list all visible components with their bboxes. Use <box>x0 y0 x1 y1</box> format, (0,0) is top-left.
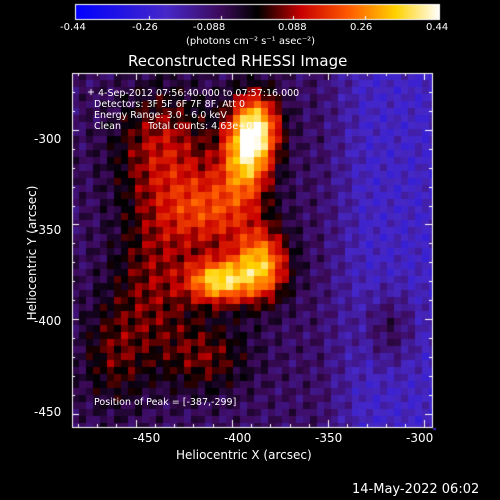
colorbar-tick-label: 0.26 <box>350 22 373 33</box>
colorbar-tick-label: -0.088 <box>193 22 226 33</box>
clean-annotation: Clean <box>94 121 121 132</box>
x-axis-label: Heliocentric X (arcsec) <box>176 448 312 462</box>
colorbar-tick-label: -0.26 <box>132 22 158 33</box>
total-counts-annotation: Total counts: 4.63e+03 <box>148 121 259 132</box>
x-tick-label: -400 <box>224 431 252 445</box>
y-tick-label: -300 <box>34 132 62 146</box>
colorbar-tick-label: 0.088 <box>278 22 307 33</box>
detectors-annotation: Detectors: 3F 5F 6F 7F 8F, Att 0 <box>94 99 246 110</box>
y-tick-label: -450 <box>34 405 62 419</box>
chart-title: Reconstructed RHESSI Image <box>128 52 348 70</box>
y-tick-label: -350 <box>34 223 62 237</box>
energy-range-annotation: Energy Range: 3.0 - 6.0 keV <box>94 110 227 121</box>
colorbar-units: (photons cm⁻² s⁻¹ asec⁻²) <box>186 36 316 47</box>
colorbar-tick-label: 0.44 <box>426 22 449 33</box>
y-axis-label: Heliocentric Y (arcsec) <box>25 185 39 321</box>
x-tick-label: -450 <box>133 431 161 445</box>
colorbar-tick-label: -0.44 <box>60 22 86 33</box>
x-tick-label: -350 <box>315 431 343 445</box>
timestamp: 14-May-2022 06:02 <box>352 482 480 497</box>
peak-position-annotation: Position of Peak = [-387,-299] <box>94 397 237 408</box>
time-range-annotation: 4-Sep-2012 07:56:40.000 to 07:57:16.000 <box>98 88 300 99</box>
y-tick-label: -400 <box>34 314 62 328</box>
x-tick-label: -300 <box>406 431 434 445</box>
